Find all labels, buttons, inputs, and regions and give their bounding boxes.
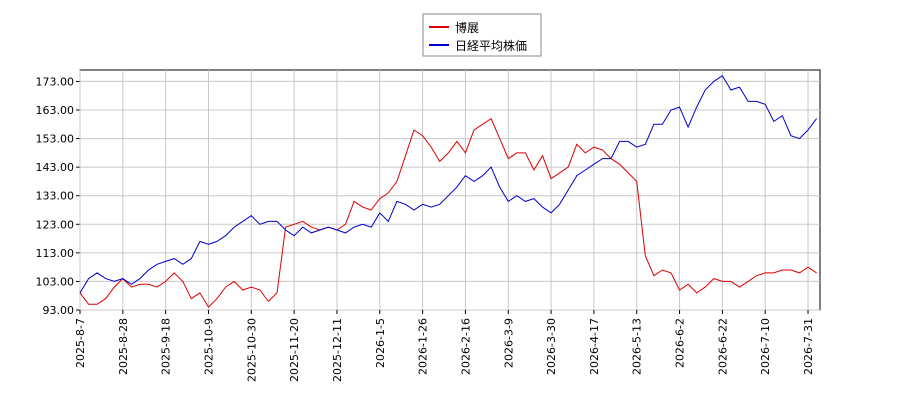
y-tick-label: 103.00 [36,275,75,288]
legend-label: 日経平均株価 [455,38,527,53]
x-tick-label: 2025-8-28 [117,318,130,375]
x-tick-label: 2026-7-10 [759,318,772,375]
x-tick-label: 2026-4-17 [588,318,601,375]
x-tick-label: 2026-2-16 [459,318,472,375]
x-tick-label: 2026-6-2 [674,318,687,368]
y-tick-label: 163.00 [36,104,75,117]
x-tick-label: 2025-11-20 [288,318,301,382]
y-tick-label: 143.00 [36,161,75,174]
y-tick-label: 133.00 [36,190,75,203]
x-tick-label: 2025-9-18 [160,318,173,375]
legend-label: 博展 [455,20,479,35]
x-tick-label: 2026-6-22 [716,318,729,375]
legend-box [422,13,542,57]
x-tick-label: 2025-10-30 [245,318,258,382]
y-tick-label: 123.00 [36,218,75,231]
x-tick-label: 2026-5-13 [631,318,644,375]
x-tick-label: 2026-3-30 [545,318,558,375]
y-tick-label: 93.00 [43,304,75,317]
series-line [79,74,817,294]
x-tick-label: 2025-10-9 [202,318,215,375]
x-tick-label: 2025-12-11 [331,318,344,382]
x-tick-label: 2026-1-5 [374,318,387,368]
plot-frame [79,69,821,311]
x-tick-label: 2025-8-7 [74,318,87,368]
y-tick-label: 173.00 [36,75,75,88]
x-tick-label: 2026-1-26 [417,318,430,375]
series-line [79,117,817,308]
x-tick-label: 2026-7-31 [802,318,815,375]
y-tick-label: 153.00 [36,133,75,146]
x-tick-label: 2026-3-9 [502,318,515,368]
y-tick-label: 113.00 [36,247,75,260]
